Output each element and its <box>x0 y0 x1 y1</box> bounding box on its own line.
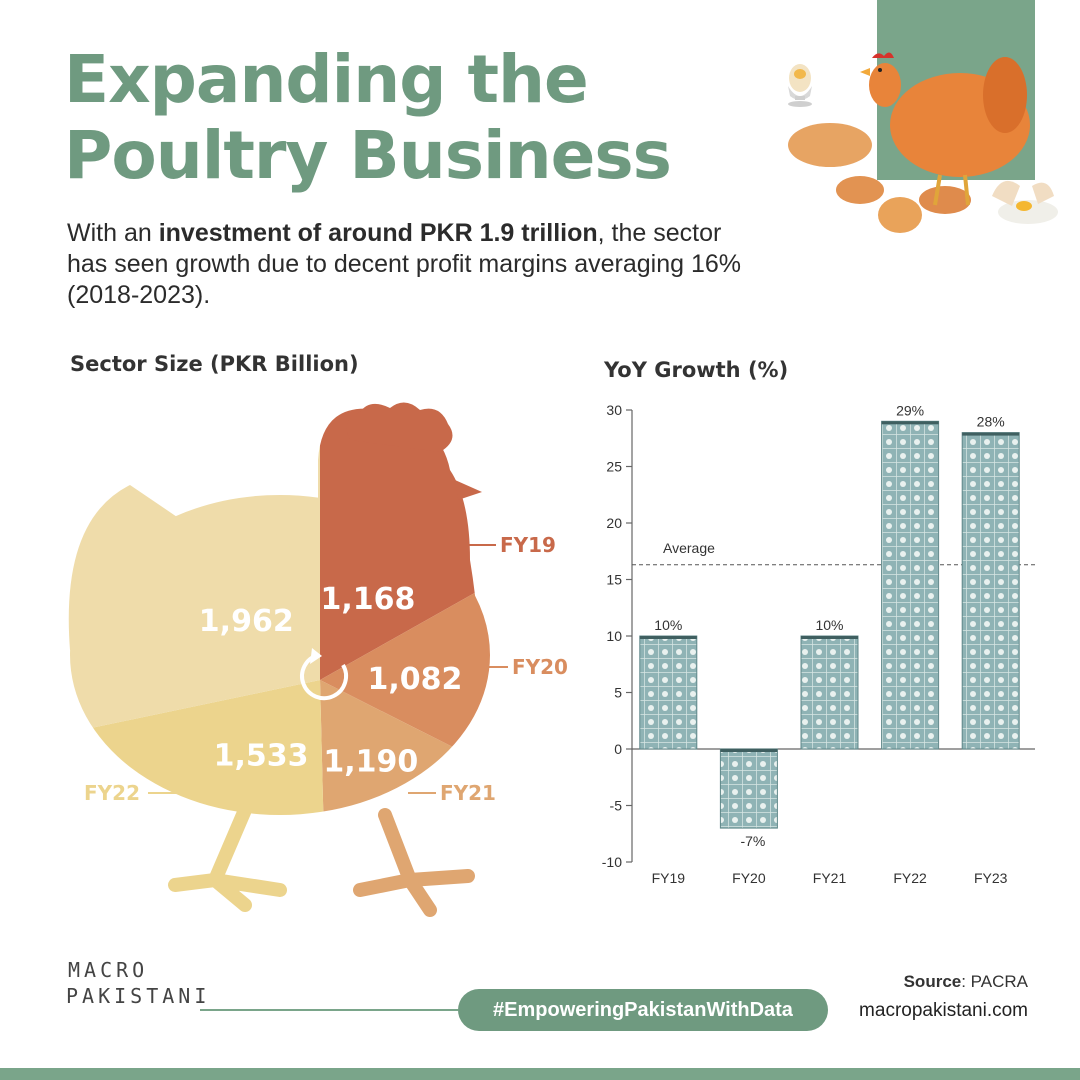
pie-value-fy23: 1,962 <box>199 604 294 639</box>
bar-fy23 <box>961 432 1020 750</box>
pie-label-fy20: FY20 <box>512 655 568 679</box>
title-line-2: Poultry Business <box>64 117 672 194</box>
x-tick-label-fy21: FY21 <box>813 870 847 886</box>
source-note: Source: PACRA <box>904 972 1028 992</box>
y-tick-label: -10 <box>602 854 622 870</box>
pie-value-fy20: 1,082 <box>368 662 463 697</box>
title-line-1: Expanding the <box>64 41 589 118</box>
refresh-icon <box>300 648 349 701</box>
chicken-meat-icon <box>788 123 971 233</box>
pie-slice-fy20 <box>320 518 490 815</box>
logo-line-2: PAKISTANI <box>66 984 211 1008</box>
hen-icon <box>860 52 1030 206</box>
bar-fy22 <box>881 420 940 750</box>
bar-value-fy23: 28% <box>977 414 1005 430</box>
y-tick-label: 0 <box>614 741 622 757</box>
y-tick-label: 20 <box>606 515 622 531</box>
bar-fy19 <box>639 635 698 750</box>
macro-pakistani-logo: MACRO PAKISTANI <box>66 958 206 1038</box>
average-label: Average <box>663 540 715 556</box>
bar-fy21 <box>800 635 859 750</box>
x-tick-label-fy20: FY20 <box>732 870 766 886</box>
bar-chart-title: YoY Growth (%) <box>604 358 789 382</box>
intro-bold: investment of around PKR 1.9 trillion <box>158 219 598 247</box>
intro-after: , the sector has seen growth due to dece… <box>67 219 742 309</box>
bar-cap-fy21 <box>801 636 858 639</box>
logo-line-1: MACRO <box>68 958 149 982</box>
bottom-accent-strip <box>0 1068 1080 1080</box>
hashtag-badge: #EmpoweringPakistanWithData <box>458 989 828 1031</box>
bar-cap-fy22 <box>881 421 939 425</box>
bar-cap-fy23 <box>962 432 1020 436</box>
y-tick-label: 5 <box>614 685 622 701</box>
x-tick-label-fy22: FY22 <box>893 870 927 886</box>
x-tick-label-fy23: FY23 <box>974 870 1008 886</box>
bar-value-fy21: 10% <box>815 617 843 633</box>
pie-value-fy22: 1,533 <box>214 738 309 773</box>
hen-comb <box>346 402 482 500</box>
pie-label-fy21: FY21 <box>440 781 496 805</box>
pie-slice-fy21 <box>320 680 490 815</box>
broken-egg-icon <box>992 180 1058 224</box>
bar-cap-fy20 <box>720 749 778 752</box>
hen-legs <box>168 803 475 917</box>
source-label: Source <box>903 972 962 991</box>
pie-value-fy21: 1,190 <box>323 744 418 779</box>
y-tick-label: 10 <box>606 628 622 644</box>
y-tick-label: 15 <box>606 572 622 588</box>
bar-value-fy19: 10% <box>654 617 682 633</box>
pie-value-fy19: 1,168 <box>320 582 415 617</box>
pie-chart-title: Sector Size (PKR Billion) <box>70 352 359 376</box>
bar-fy20 <box>719 748 778 829</box>
intro-before: With an <box>67 219 159 247</box>
egg-cup-icon <box>788 64 812 107</box>
pie-label-fy19: FY19 <box>500 533 556 557</box>
bar-value-fy20: -7% <box>740 833 765 849</box>
x-tick-label-fy19: FY19 <box>652 870 686 886</box>
y-tick-label: 25 <box>606 459 622 475</box>
bar-cap-fy19 <box>639 636 697 639</box>
poultry-illustration <box>788 52 1058 233</box>
bar-value-fy22: 29% <box>896 402 924 418</box>
intro-paragraph: With an investment of around PKR 1.9 tri… <box>67 218 767 311</box>
pie-label-fy22: FY22 <box>84 781 140 805</box>
footer-divider <box>200 1009 458 1011</box>
website-link[interactable]: macropakistani.com <box>859 1000 1028 1021</box>
source-value: : PACRA <box>961 972 1028 991</box>
y-tick-label: 30 <box>606 402 622 418</box>
pie-label-fy23: FY23 <box>249 529 305 553</box>
y-tick-label: -5 <box>610 798 623 814</box>
page-title: Expanding the Poultry Business <box>64 41 672 194</box>
